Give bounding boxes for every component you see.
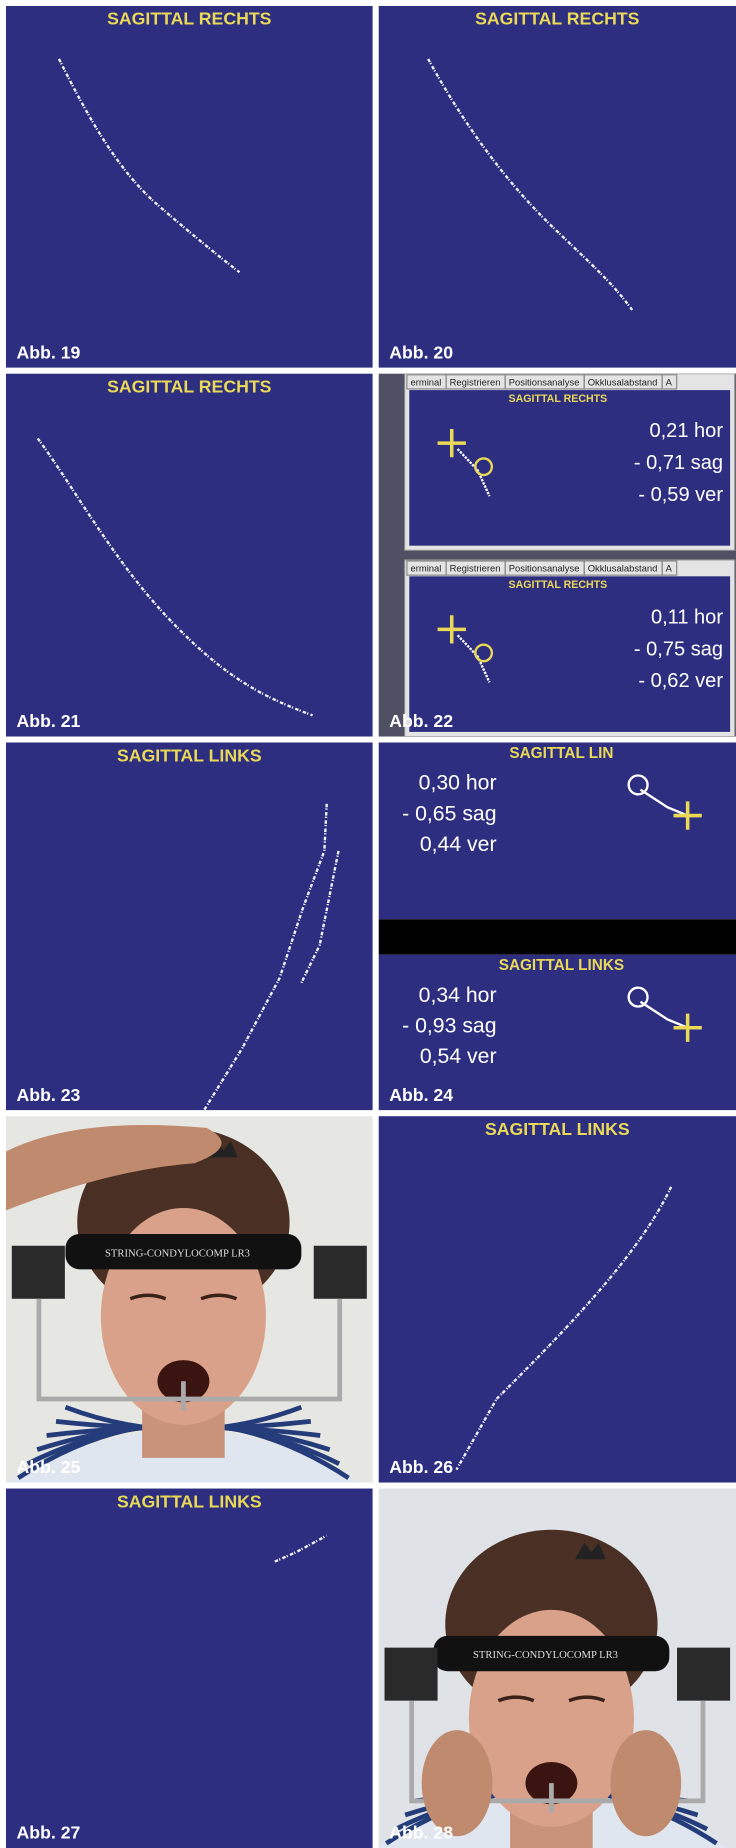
- device-right: [314, 1246, 367, 1299]
- reading: - 0,93 sag: [402, 1014, 496, 1037]
- figure-page: SAGITTAL RECHTS Abb. 19 SAGITTAL RECHTS Abb…: [0, 0, 736, 1848]
- figure-label: Abb. 28: [389, 1823, 453, 1843]
- reading: 0,30 hor: [419, 772, 497, 795]
- panel-background: [379, 6, 736, 368]
- device-left: [385, 1648, 438, 1701]
- panel: SAGITTAL RECHTS Abb. 19: [6, 6, 373, 368]
- tab-label[interactable]: Registrieren: [450, 563, 501, 574]
- hand-right: [610, 1730, 681, 1836]
- screen-title: SAGITTAL LIN: [509, 745, 613, 762]
- panel: SAGITTAL LINKS Abb. 27: [6, 1489, 373, 1848]
- panel: SAGITTAL LIN 0,30 hor - 0,65 sag 0,44 ver SA…: [379, 743, 736, 1111]
- tab-label[interactable]: Registrieren: [450, 376, 501, 387]
- hand-left: [422, 1730, 493, 1836]
- reading: 0,21 hor: [649, 420, 723, 442]
- tab-label[interactable]: A: [666, 563, 673, 574]
- device-left: [12, 1246, 65, 1299]
- panel: SAGITTAL LINKS Abb. 23: [6, 743, 373, 1111]
- tab-label[interactable]: Okklusalabstand: [588, 563, 658, 574]
- reading: 0,34 hor: [419, 984, 497, 1007]
- panel-background: [6, 6, 373, 368]
- reading: 0,54 ver: [420, 1045, 497, 1068]
- black-band: [379, 919, 736, 954]
- panel-background: [6, 1489, 373, 1848]
- figure-label: Abb. 24: [389, 1085, 453, 1105]
- panel-title: SAGITTAL RECHTS: [475, 9, 640, 29]
- tab-label[interactable]: Positionsanalyse: [509, 563, 580, 574]
- figure-label: Abb. 21: [17, 711, 81, 731]
- panel-background: [379, 1116, 736, 1483]
- panel-background: [6, 374, 373, 737]
- tab-label[interactable]: A: [666, 376, 673, 387]
- device-right: [677, 1648, 730, 1701]
- panel: erminal Registrieren Positionsanalyse Okklu…: [379, 374, 736, 737]
- screen-title: SAGITTAL LINKS: [499, 957, 624, 974]
- figure-label: Abb. 23: [17, 1085, 81, 1105]
- reading: - 0,59 ver: [638, 484, 723, 506]
- figure-label: Abb. 27: [17, 1823, 81, 1843]
- reading: 0,11 hor: [651, 606, 723, 628]
- figure-label: Abb. 20: [389, 342, 453, 362]
- panel-title: SAGITTAL LINKS: [117, 745, 262, 765]
- figure-label: Abb. 26: [389, 1457, 453, 1477]
- figure-label: Abb. 19: [17, 342, 81, 362]
- panel-title: SAGITTAL LINKS: [485, 1119, 630, 1139]
- reading: 0,44 ver: [420, 833, 497, 856]
- tab-label[interactable]: Okklusalabstand: [588, 376, 658, 387]
- headband-text: STRING-CONDYLOCOMP LR3: [105, 1248, 250, 1259]
- screen: [379, 743, 736, 920]
- tab-label[interactable]: Positionsanalyse: [509, 376, 580, 387]
- tab-label[interactable]: erminal: [410, 376, 441, 387]
- headband-text: STRING-CONDYLOCOMP LR3: [473, 1650, 618, 1661]
- reading: - 0,65 sag: [402, 802, 496, 825]
- panel-background: [6, 743, 373, 1111]
- panel: STRING-CONDYLOCOMP LR3 Abb. 25: [6, 1116, 373, 1483]
- figure-label: Abb. 25: [17, 1457, 81, 1477]
- panel: SAGITTAL RECHTS Abb. 21: [6, 374, 373, 737]
- panel: SAGITTAL LINKS Abb. 26: [379, 1116, 736, 1483]
- screen-title: SAGITTAL RECHTS: [509, 579, 608, 591]
- reading: - 0,71 sag: [634, 452, 723, 474]
- panel-title: SAGITTAL RECHTS: [107, 9, 272, 29]
- panel-title: SAGITTAL LINKS: [117, 1491, 262, 1511]
- figure-label: Abb. 22: [389, 711, 453, 731]
- panel: STRING-CONDYLOCOMP LR3 Abb. 28: [374, 1489, 736, 1848]
- reading: - 0,62 ver: [638, 670, 723, 692]
- panel-title: SAGITTAL RECHTS: [107, 376, 272, 396]
- screen-title: SAGITTAL RECHTS: [509, 393, 608, 405]
- panel: SAGITTAL RECHTS Abb. 20: [379, 6, 736, 368]
- tab-label[interactable]: erminal: [410, 563, 441, 574]
- reading: - 0,75 sag: [634, 638, 723, 660]
